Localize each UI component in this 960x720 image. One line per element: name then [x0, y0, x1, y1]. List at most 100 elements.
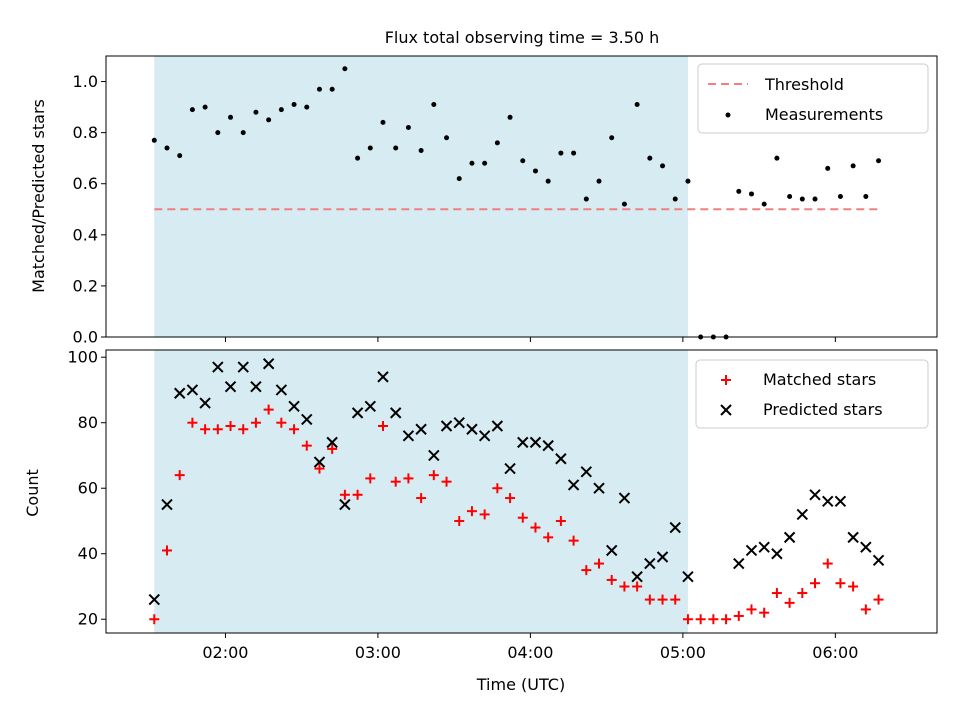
predicted-star-point	[618, 492, 631, 504]
matched-star-point	[517, 512, 528, 523]
matched-star-point	[428, 470, 439, 481]
measurement-point	[532, 168, 538, 174]
predicted-star-point	[517, 436, 529, 449]
measurement-point	[837, 194, 843, 199]
measurement-point	[736, 188, 742, 194]
top-panel: 0.0 0.2 0.4 0.6 0.8 1.0 Matched/Predicted sta…	[29, 55, 938, 347]
legend-threshold-label: Threshold	[764, 75, 844, 94]
matched-star-point	[479, 509, 490, 520]
measurement-point	[456, 176, 462, 182]
matched-star-point	[810, 578, 821, 589]
predicted-star-point	[186, 384, 199, 396]
matched-star-point	[848, 581, 859, 592]
measurement-point	[507, 114, 513, 120]
measurement-point	[151, 137, 157, 143]
x-axis-label: Time (UTC)	[476, 675, 565, 694]
measurement-point	[405, 125, 411, 131]
measurement-point	[418, 148, 424, 154]
predicted-star-point	[491, 420, 504, 432]
matched-star-point	[835, 578, 846, 589]
matched-star-point	[390, 476, 401, 487]
matched-star-point	[200, 424, 211, 435]
measurement-point	[177, 153, 183, 159]
matched-star-point	[505, 493, 516, 504]
measurement-point	[469, 160, 475, 166]
measurement-point	[571, 150, 577, 156]
matched-star-point	[581, 565, 592, 576]
matched-star-point	[238, 424, 249, 435]
matched-star-point	[632, 581, 643, 592]
measurement-point	[266, 117, 272, 123]
bottom-y-tick-label: 40	[78, 544, 98, 563]
top-legend: Threshold Measurements	[697, 63, 929, 134]
matched-star-point	[352, 489, 363, 500]
matched-star-point	[212, 424, 223, 435]
predicted-star-point	[275, 384, 288, 396]
legend-predicted-swatch	[720, 404, 732, 416]
x-tick-label: 05:00	[660, 643, 706, 662]
measurement-point	[202, 104, 208, 110]
predicted-star-point	[389, 407, 402, 419]
measurement-point	[228, 114, 234, 120]
matched-star-point	[708, 614, 719, 625]
predicted-star-point	[224, 380, 237, 393]
measurement-point	[494, 140, 500, 146]
matched-star-point	[416, 493, 427, 504]
measurement-point	[761, 201, 767, 207]
predicted-star-point	[428, 449, 440, 462]
x-tick-label: 03:00	[355, 643, 401, 662]
matched-star-point	[682, 614, 693, 625]
matched-star-point	[225, 420, 236, 431]
chart-title: Flux total observing time = 3.50 h	[385, 28, 660, 47]
bottom-plot-frame	[105, 349, 938, 634]
top-plot-frame	[105, 55, 938, 338]
measurement-point	[342, 66, 348, 72]
top-x-ticks	[224, 337, 836, 342]
top-y-tick-label: 0.8	[73, 123, 98, 142]
predicted-star-point	[250, 380, 262, 393]
measurement-point	[748, 191, 754, 197]
predicted-star-point	[593, 482, 605, 494]
predicted-star-point	[860, 541, 872, 553]
measurement-point	[367, 145, 373, 151]
measurement-point	[876, 158, 882, 164]
matched-star-point	[149, 614, 160, 625]
matched-star-point	[721, 614, 732, 625]
top-legend-box	[697, 63, 929, 134]
bottom-y-axis-label: Count	[23, 469, 42, 517]
predicted-star-point	[364, 400, 377, 413]
measurement-point	[316, 86, 322, 92]
predicted-star-point	[669, 521, 681, 534]
measurement-point	[609, 135, 615, 141]
predicted-star-point	[199, 397, 211, 409]
predicted-star-point	[783, 531, 796, 544]
top-y-axis-label: Matched/Predicted stars	[29, 99, 48, 293]
predicted-star-point	[237, 361, 249, 373]
measurement-point	[850, 163, 856, 169]
predicted-star-point	[771, 548, 783, 560]
matched-star-point	[771, 588, 782, 599]
measurement-point	[291, 102, 297, 108]
matched-star-point	[759, 607, 770, 618]
predicted-star-point	[161, 498, 173, 511]
predicted-star-point	[212, 361, 224, 373]
matched-star-point	[797, 588, 808, 599]
predicted-star-point	[796, 508, 809, 521]
matched-star-point	[530, 522, 541, 533]
measurement-point	[393, 145, 399, 151]
matched-star-point	[289, 424, 300, 435]
matched-star-point	[695, 614, 706, 625]
predicted-star-point	[173, 387, 186, 399]
matched-star-point	[543, 532, 554, 543]
legend-matched-label: Matched stars	[763, 370, 876, 389]
matched-star-point	[619, 581, 630, 592]
measurement-point	[634, 102, 640, 108]
predicted-star-point	[542, 439, 554, 452]
predicted-star-point	[415, 423, 427, 435]
matched-star-point	[174, 470, 185, 481]
matched-star-point	[644, 594, 655, 605]
matched-star-point	[263, 404, 274, 415]
matched-star-point	[492, 483, 503, 494]
bottom-y-axis: 20 40 60 80 100	[67, 348, 106, 629]
